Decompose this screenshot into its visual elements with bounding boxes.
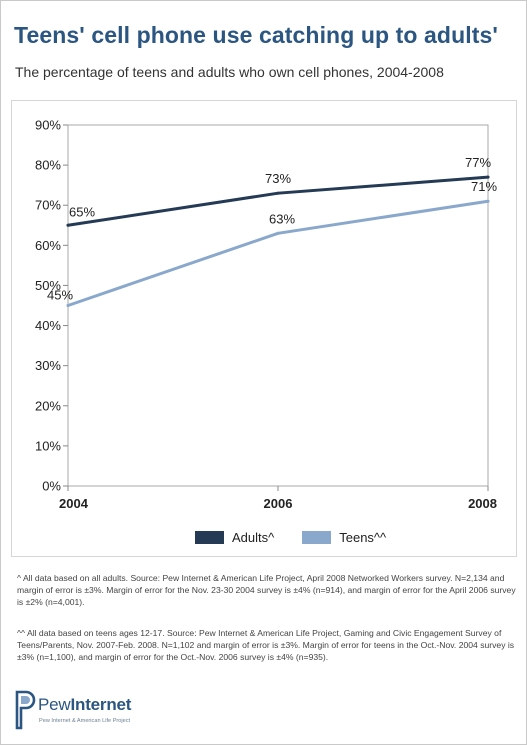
legend-item-teens: Teens^^ (302, 530, 386, 545)
data-label: 45% (47, 288, 73, 303)
data-label: 65% (69, 204, 95, 219)
x-tick-label: 2004 (59, 496, 89, 511)
pew-logo-icon (15, 690, 36, 730)
y-tick-label: 10% (35, 438, 61, 453)
footnote-teens: ^^ All data based on teens ages 12-17. S… (17, 628, 515, 663)
data-label: 77% (465, 155, 491, 170)
data-point (486, 175, 490, 179)
chart-panel: 0% 10% 20% 30% 40% 50% 60% 70% 80% 90% 2004 2006 200… (11, 100, 517, 557)
pew-logo: PewInternet Pew Internet & American Life… (14, 688, 194, 734)
logo-tagline: Pew Internet & American Life Project (39, 718, 131, 724)
legend-item-adults: Adults^ (195, 530, 274, 545)
logo-name-light: Pew (38, 695, 71, 714)
line-chart: 0% 10% 20% 30% 40% 50% 60% 70% 80% 90% 2004 2006 200… (35, 118, 497, 512)
x-tick-label: 2006 (264, 496, 293, 511)
data-point (276, 231, 280, 235)
y-tick-label: 30% (35, 358, 61, 373)
legend-label-adults: Adults^ (232, 529, 275, 545)
legend-swatch-adults (195, 530, 224, 544)
y-tick-label: 60% (35, 238, 61, 253)
data-label: 63% (269, 211, 295, 226)
y-tick-label: 40% (35, 318, 61, 333)
data-point (66, 304, 70, 307)
y-tick-label: 90% (35, 118, 61, 133)
y-tick-label: 50% (35, 278, 61, 293)
data-label: 71% (471, 179, 497, 194)
x-tick-label: 2008 (468, 496, 497, 511)
data-point (486, 199, 490, 203)
y-tick-label: 70% (35, 198, 61, 213)
footnote-adults: ^ All data based on all adults. Source: … (17, 573, 516, 608)
page-title: Teens' cell phone use catching up to adu… (14, 22, 498, 48)
legend-label-teens: Teens^^ (339, 529, 387, 545)
page-subtitle: The percentage of teens and adults who o… (15, 64, 444, 80)
data-label: 73% (265, 171, 291, 186)
data-point (276, 191, 280, 195)
logo-name-bold: Internet (70, 695, 132, 714)
y-tick-label: 20% (35, 398, 61, 413)
y-tick-label: 0% (42, 479, 61, 494)
legend-swatch-teens (302, 530, 332, 544)
chart-legend: Adults^ Teens^^ (195, 528, 414, 546)
y-tick-label: 80% (35, 158, 61, 173)
data-point (66, 223, 70, 227)
logo-wordmark: PewInternet (38, 695, 131, 715)
